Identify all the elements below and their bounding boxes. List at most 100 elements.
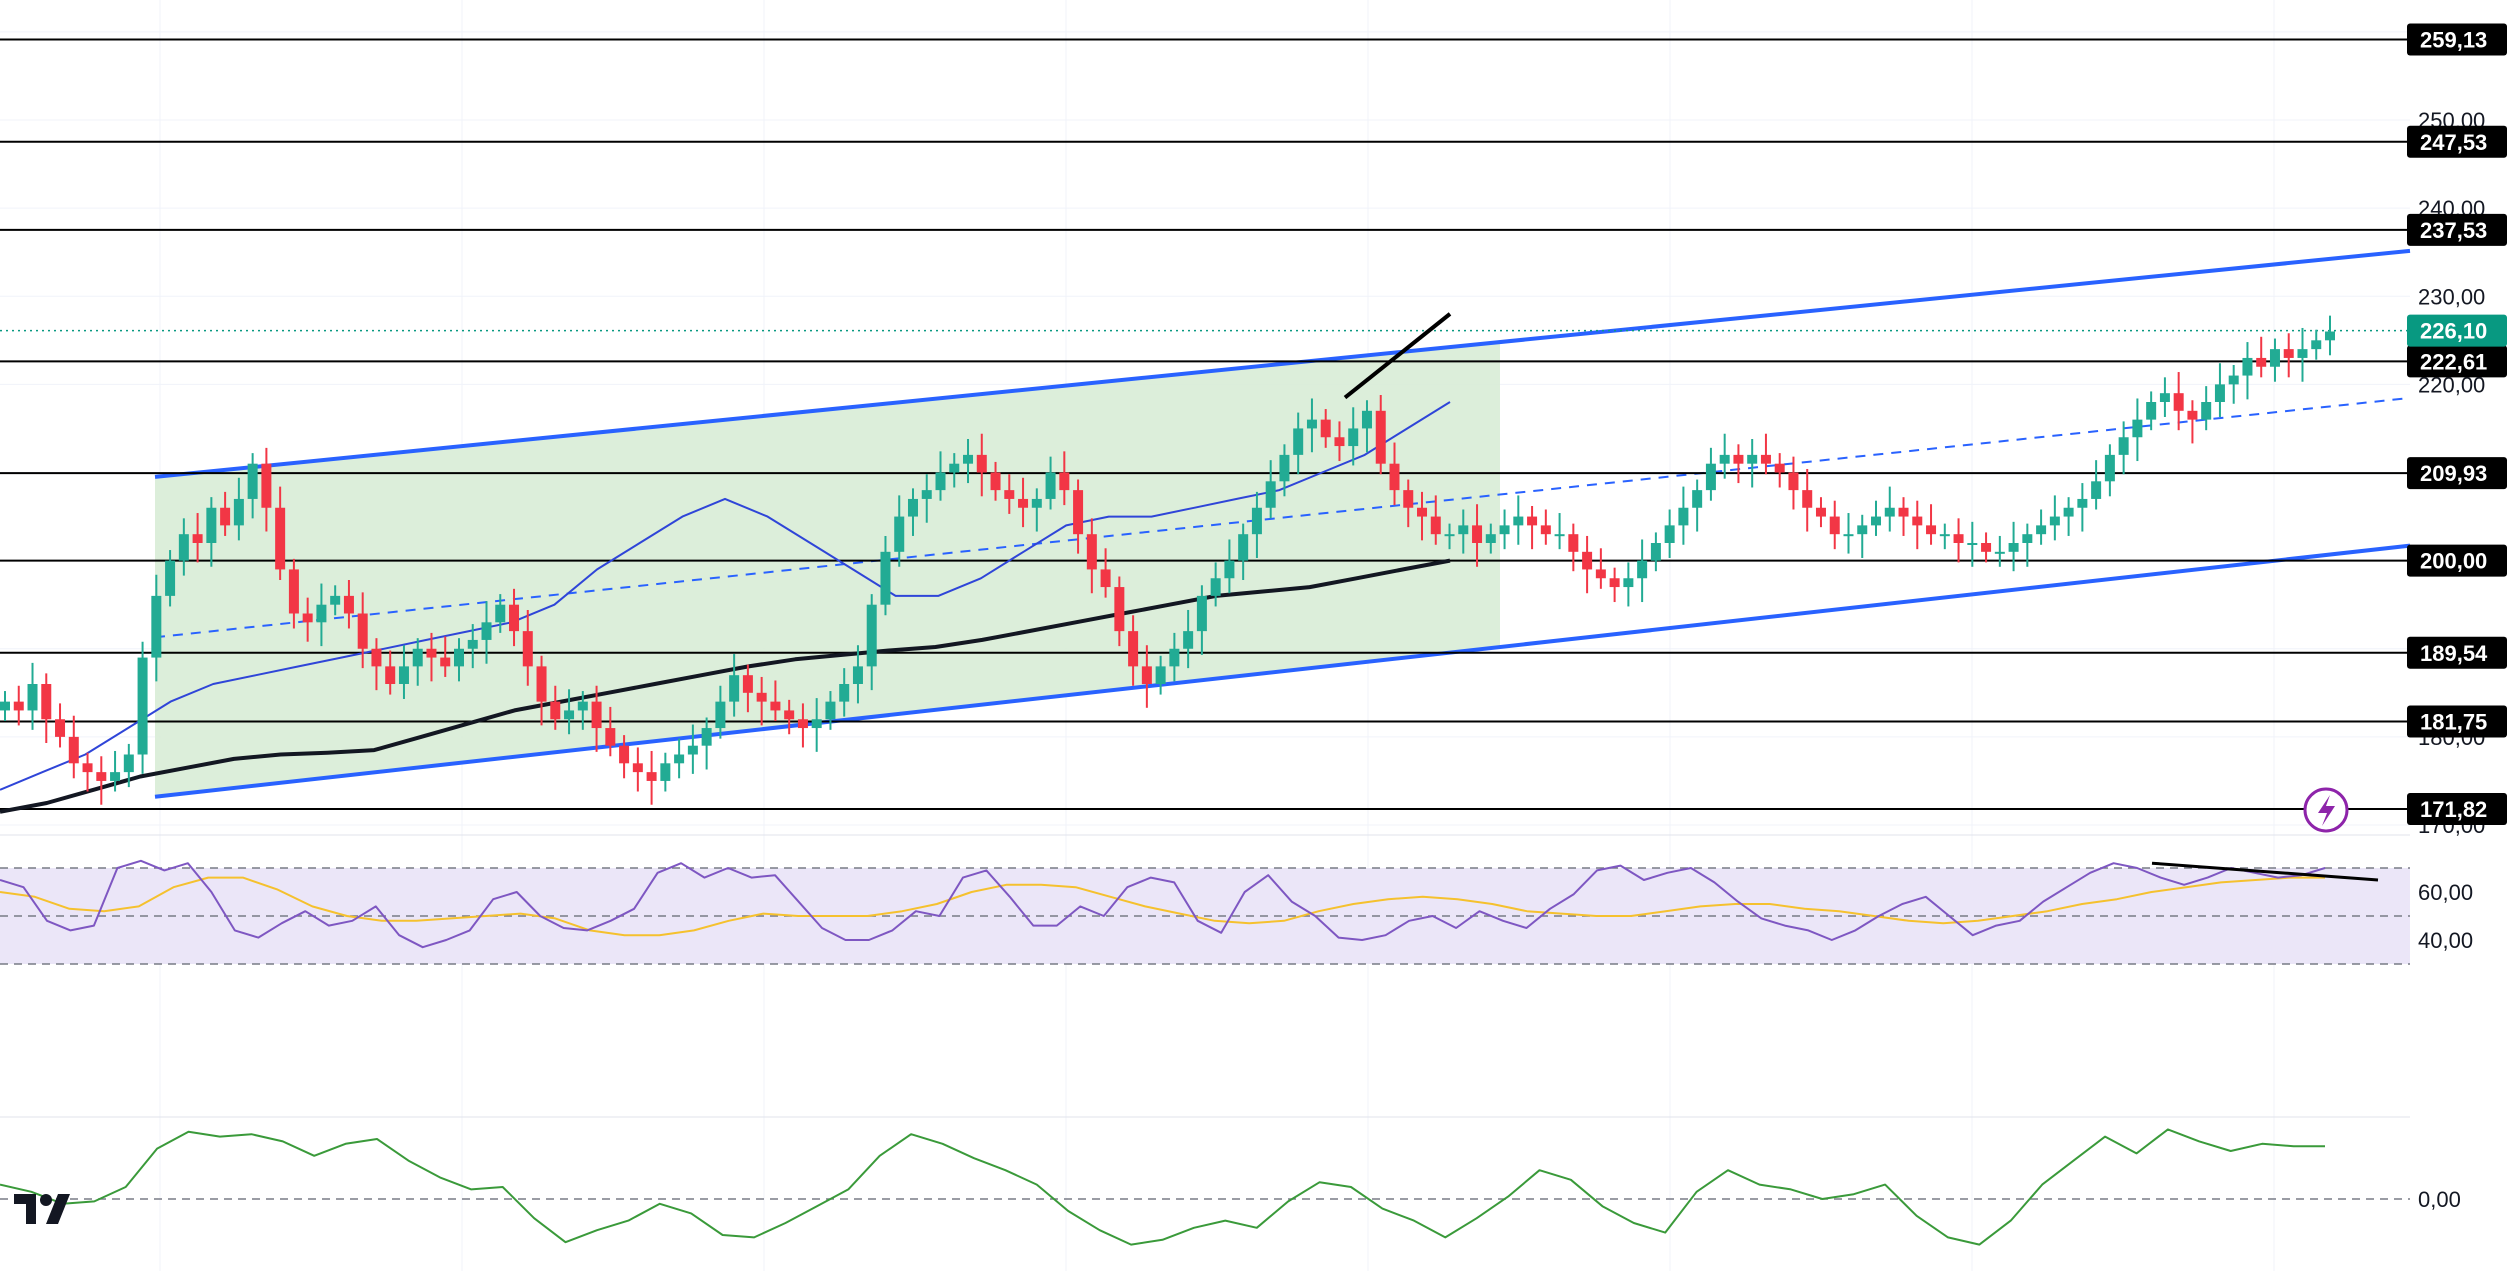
- candle-body: [2063, 507, 2074, 517]
- candle-body: [2118, 437, 2129, 455]
- candle-body: [178, 534, 189, 561]
- candle-body: [1857, 525, 1868, 535]
- candle: [453, 638, 464, 682]
- candle-body: [550, 701, 561, 720]
- candle-body: [2049, 516, 2060, 526]
- candle: [371, 638, 382, 691]
- candle: [1361, 400, 1372, 453]
- candle-body: [1554, 534, 1565, 537]
- candle: [1843, 513, 1854, 554]
- candle-body: [2077, 498, 2088, 508]
- candle-body: [1788, 472, 1799, 491]
- candle: [1430, 495, 1441, 545]
- candle-body: [1389, 463, 1400, 491]
- candle: [1499, 509, 1510, 550]
- candle-body: [784, 710, 795, 720]
- candle: [1114, 576, 1125, 647]
- candle: [2311, 329, 2322, 360]
- candle: [2256, 336, 2267, 378]
- candle: [1609, 567, 1620, 603]
- candle: [770, 680, 781, 722]
- candle-body: [674, 754, 685, 764]
- candle: [68, 715, 79, 779]
- candle: [1141, 645, 1152, 708]
- level-label-box: [2407, 705, 2507, 738]
- candle-body: [1430, 516, 1441, 535]
- candle: [2159, 377, 2170, 417]
- candle-body: [1004, 490, 1015, 499]
- candle-body: [2008, 543, 2019, 552]
- candle: [1169, 632, 1180, 682]
- candle-body: [2159, 393, 2170, 402]
- candle-body: [1994, 551, 2005, 554]
- candle: [2283, 333, 2294, 378]
- candle-body: [261, 463, 272, 508]
- candle-body: [1843, 534, 1854, 537]
- candle: [1637, 539, 1648, 603]
- candle-body: [137, 657, 148, 755]
- candle-body: [1238, 534, 1249, 561]
- candle-body: [564, 710, 575, 720]
- channel-lower-line: [154, 543, 2411, 799]
- candle-body: [1802, 490, 1813, 508]
- candle: [27, 662, 38, 730]
- flash-icon[interactable]: [2303, 787, 2349, 833]
- candle-body: [2022, 534, 2033, 543]
- level-label: 189,54: [2420, 641, 2488, 666]
- tv-logo-icon[interactable]: [14, 1190, 84, 1226]
- oscillator-pane: 0,00: [0, 1128, 2461, 1246]
- candle-body: [206, 507, 217, 543]
- candle-body: [1582, 551, 1593, 570]
- candle-body: [1293, 428, 1304, 455]
- candle-body: [2091, 481, 2102, 499]
- candle: [137, 641, 148, 774]
- candle-body: [1169, 648, 1180, 667]
- candle: [2063, 497, 2074, 536]
- candle: [866, 594, 877, 691]
- candle-body: [2269, 349, 2280, 367]
- candle: [2049, 495, 2060, 541]
- candle: [2269, 338, 2280, 382]
- candle: [1981, 532, 1992, 563]
- candle: [1994, 535, 2005, 567]
- level-label: 171,82: [2420, 797, 2487, 822]
- candle-body: [2201, 402, 2212, 420]
- candle: [2091, 460, 2102, 510]
- candle-body: [1100, 569, 1111, 588]
- candle-body: [1609, 578, 1620, 588]
- candle-body: [1073, 490, 1084, 535]
- candle: [784, 699, 795, 735]
- candle-body: [660, 763, 671, 781]
- candle-body: [302, 613, 313, 623]
- candle-body: [866, 604, 877, 667]
- candle: [1939, 523, 1950, 550]
- candle-body: [453, 648, 464, 667]
- candle: [151, 574, 162, 682]
- candle: [1348, 407, 1359, 466]
- candle: [963, 439, 974, 484]
- candle: [2008, 521, 2019, 572]
- candle-body: [1251, 507, 1262, 535]
- candle: [1334, 421, 1345, 462]
- candle: [1265, 460, 1276, 519]
- candle: [1086, 518, 1097, 594]
- candle-body: [2146, 402, 2157, 420]
- oscillator-line: [0, 1128, 2325, 1246]
- candle-body: [921, 490, 932, 499]
- candle: [1582, 535, 1593, 594]
- candle-body: [797, 719, 808, 729]
- candle: [509, 588, 520, 647]
- candle-body: [1733, 454, 1744, 464]
- candle: [1540, 509, 1551, 545]
- candle: [1128, 615, 1139, 686]
- candle: [577, 691, 588, 730]
- candle: [1100, 548, 1111, 598]
- candle-body: [123, 754, 134, 773]
- candle-body: [632, 763, 643, 773]
- candle-body: [2297, 349, 2308, 358]
- candle-body: [1375, 410, 1386, 464]
- candle: [55, 703, 66, 748]
- candle: [1527, 505, 1538, 550]
- candle-body: [2036, 525, 2047, 535]
- candle: [343, 580, 354, 629]
